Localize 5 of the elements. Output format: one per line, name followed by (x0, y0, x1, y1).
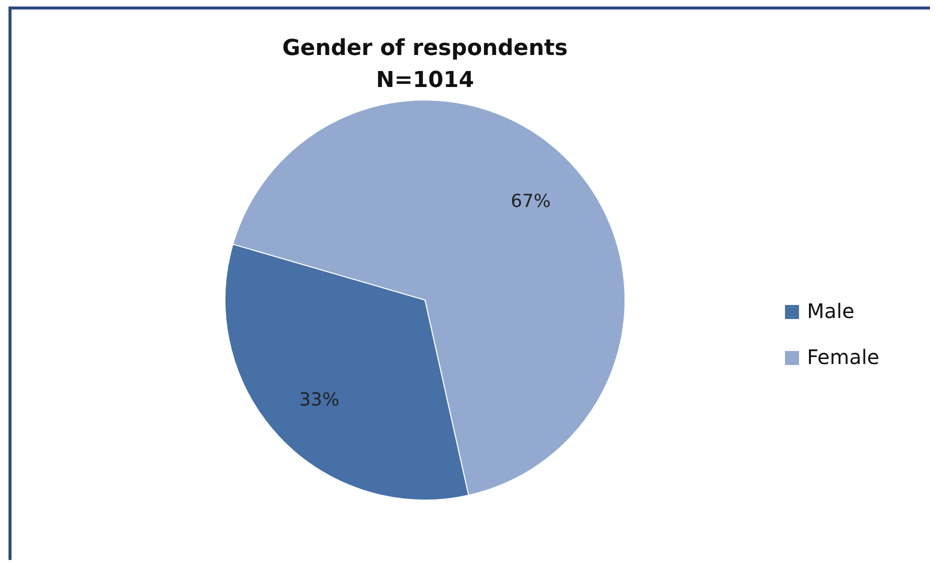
legend-label: Male (807, 299, 854, 323)
data-label: 33% (299, 390, 340, 411)
data-label: 67% (510, 191, 551, 212)
chart-title: Gender of respondents N=1014 (282, 36, 568, 93)
legend-label: Female (807, 345, 880, 369)
